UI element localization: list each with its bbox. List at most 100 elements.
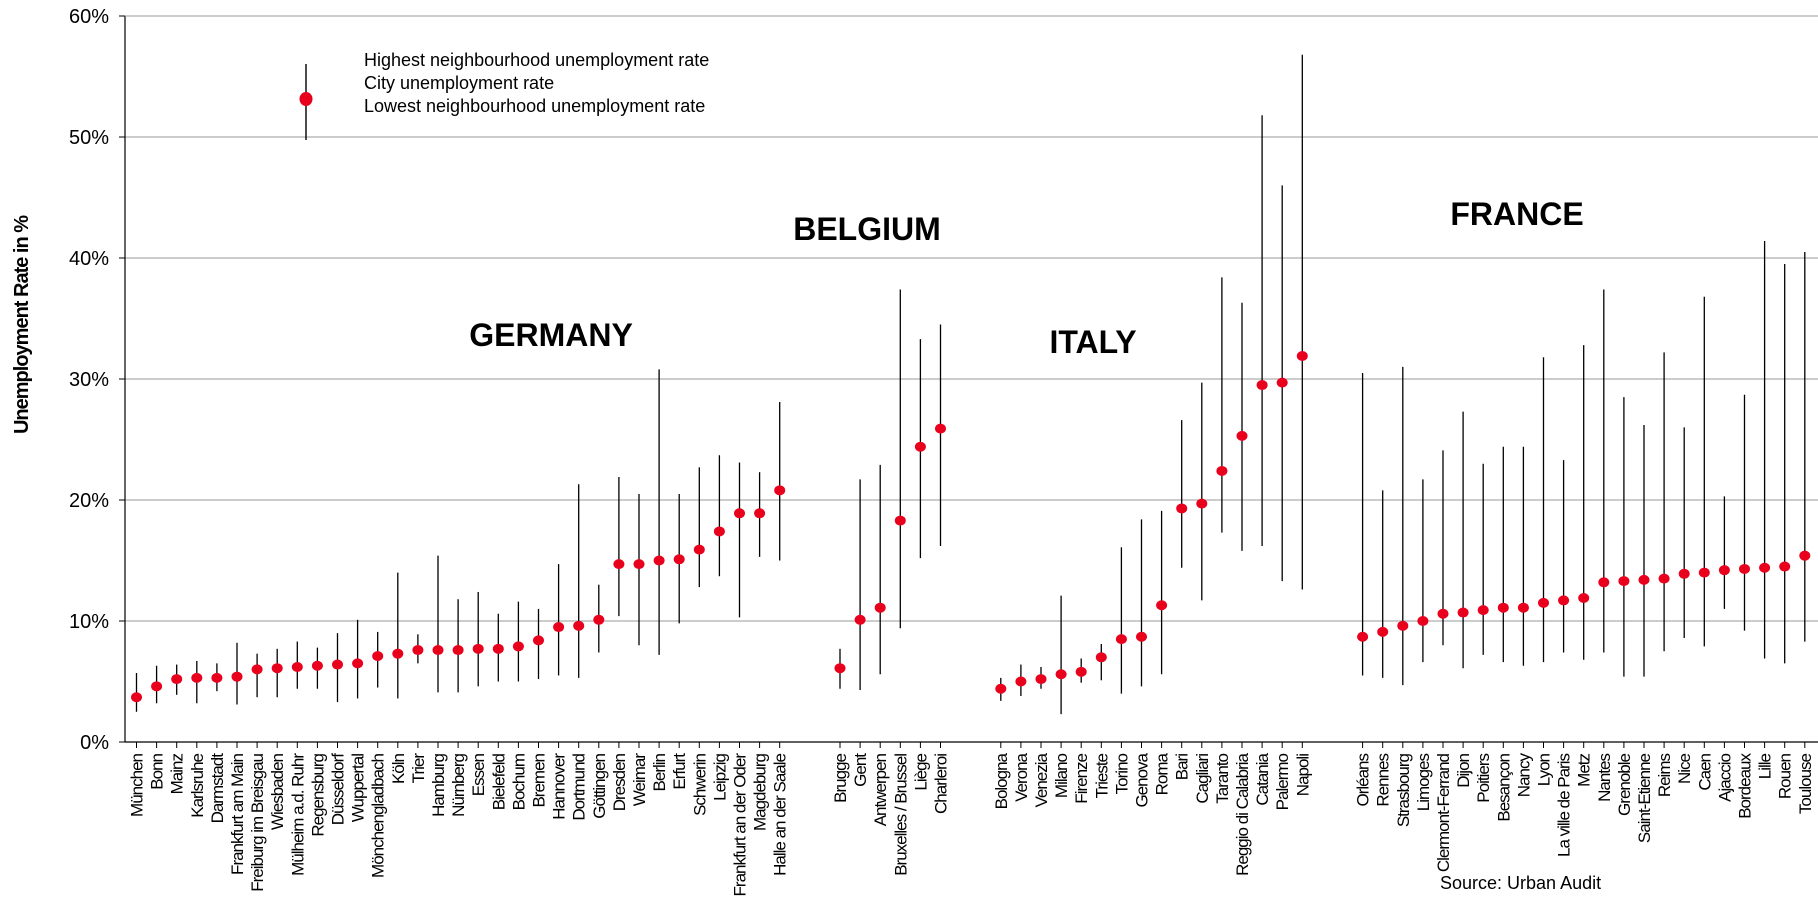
y-tick-label: 0% [80,732,109,754]
city-dot [854,614,866,625]
city-dot [894,515,906,526]
city-dot [653,555,665,566]
city-label: La ville de Paris [1555,754,1574,858]
city-label: Köln [389,753,408,784]
city-dot [1799,550,1811,561]
country-label: GERMANY [469,317,633,353]
city-label: Bari [1173,754,1192,780]
city-dots [131,351,1811,703]
city-label: Berlin [650,753,669,791]
city-label: Frankfurt am Main [228,753,247,874]
city-dot [1095,652,1107,663]
city-label: Bielefeld [489,753,508,810]
city-dot [171,674,183,685]
city-dot [1598,577,1610,588]
city-dot [1256,380,1268,391]
city-dot [553,622,565,633]
city-dot [492,643,504,654]
city-dot [1658,573,1670,584]
city-label: Verona [1012,752,1031,801]
country-label: FRANCE [1450,196,1583,232]
legend-entry-highest: Highest neighbourhood unemployment rate [364,50,709,70]
city-label: Clermont-Ferrand [1434,753,1453,872]
city-label: Wiesbaden [268,753,287,830]
city-dot [432,645,444,656]
city-label: Hamburg [429,753,448,816]
city-label: Strasbourg [1394,753,1413,827]
city-dot [231,671,243,682]
country-labels: GERMANY BELGIUM ITALY FRANCE [469,196,1583,360]
y-tick-label: 10% [69,611,109,633]
city-label: Reims [1655,754,1674,798]
city-label: Nantes [1595,754,1614,802]
range-lines [135,54,1806,715]
city-dot [1497,602,1509,613]
city-dot [372,651,384,662]
city-dot [311,660,323,671]
city-dot [673,554,685,565]
city-dot [1578,593,1590,604]
city-label: Trieste [1092,753,1111,798]
city-dot [1477,605,1489,616]
city-dot [1739,563,1750,574]
city-dot [914,441,926,452]
city-label: Magdeburg [751,753,770,831]
city-label: Orléans [1354,754,1373,807]
city-label: Lille [1756,753,1775,779]
city-dot [271,663,283,674]
city-label: Nancy [1514,753,1533,798]
city-label: Karlsruhe [188,753,207,817]
city-dot [1538,597,1549,608]
city-dot [1035,674,1047,685]
city-dot [191,672,203,683]
city-label: Ajaccio [1715,753,1734,801]
city-label: Wuppertal [349,754,368,822]
city-label: Caen [1695,753,1714,790]
city-label: Bochum [509,753,528,810]
city-label: Bremen [530,753,549,807]
city-label: Napoli [1293,754,1312,796]
city-dot [1698,567,1710,578]
city-dot [512,641,524,652]
city-label: Charleroi [932,754,951,814]
city-label: Limoges [1414,754,1433,812]
city-dot [1417,616,1429,626]
city-dot [613,559,625,570]
city-dot [1618,576,1630,587]
city-dot [1779,561,1791,572]
y-tick-label: 40% [69,248,109,270]
city-label: Palermo [1273,753,1292,810]
city-dot [754,508,766,519]
city-label: Dortmund [570,753,589,820]
city-dot [713,526,725,537]
city-dot [392,648,404,659]
city-label: Freiburg im Breisgau [248,753,267,891]
city-dot [1015,676,1027,687]
city-dot [633,559,645,570]
city-dot [452,645,464,656]
city-label: Bordeaux [1736,753,1755,819]
source-note: Source: Urban Audit [1440,873,1601,893]
y-tick-label: 50% [69,127,109,149]
y-tick-label: 60% [69,6,109,28]
city-label: Dijon [1454,753,1473,787]
city-label: Trier [409,753,428,784]
city-dot [1156,600,1168,611]
y-tick-labels: 0% 10% 20% 30% 40% 50% 60% [69,6,109,754]
city-label: Göttingen [590,753,609,818]
city-label: Milano [1052,753,1071,798]
city-label: Torino [1112,753,1131,794]
city-label: Antwerpen [871,753,890,826]
city-dot [593,614,605,625]
city-dot [1357,631,1369,642]
city-label: Rennes [1374,754,1393,807]
city-label: Cagliari [1193,754,1212,804]
city-dot [693,544,705,555]
city-dot [1075,666,1087,677]
city-dot [533,635,544,646]
city-label: Hannover [550,753,569,820]
city-label: Rouen [1776,753,1795,799]
city-dot [935,423,946,434]
y-axis-label: Unemployment Rate in % [11,215,33,434]
city-label: Brugge [831,753,850,802]
